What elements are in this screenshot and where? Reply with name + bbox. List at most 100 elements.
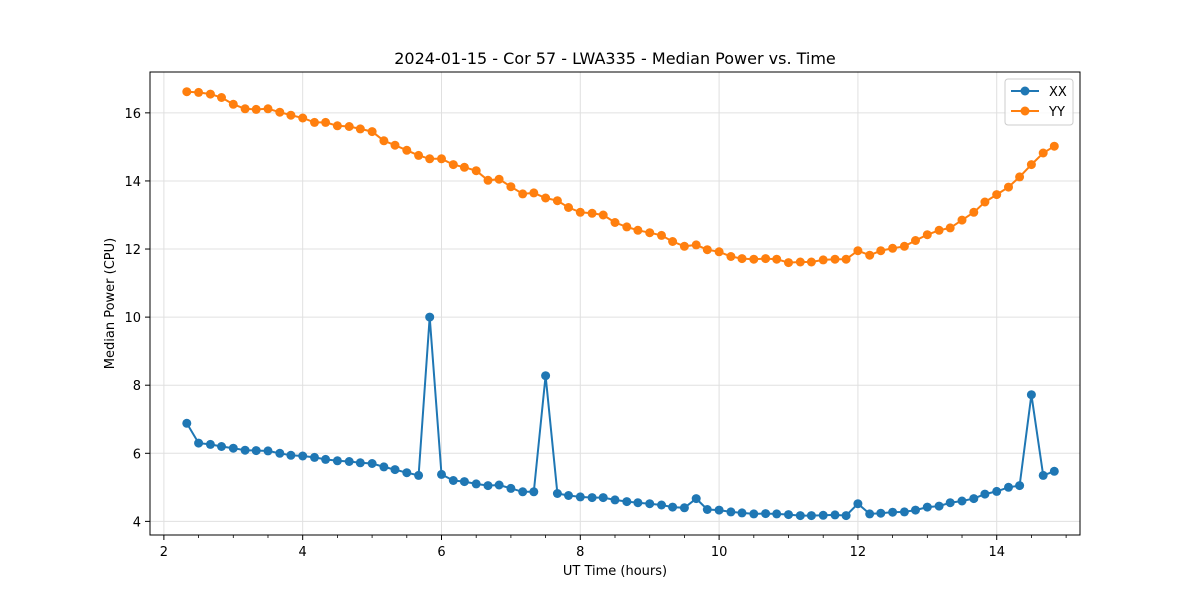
data-point-xx xyxy=(980,489,990,499)
data-point-yy xyxy=(841,254,851,264)
data-point-yy xyxy=(1049,141,1059,151)
data-point-xx xyxy=(714,505,724,515)
data-point-yy xyxy=(483,175,493,185)
data-point-yy xyxy=(494,174,504,184)
data-point-yy xyxy=(286,110,296,120)
data-point-yy xyxy=(899,241,909,251)
data-point-yy xyxy=(1004,182,1013,192)
legend: XX YY xyxy=(1004,78,1074,126)
data-point-yy xyxy=(1015,172,1025,182)
data-point-xx xyxy=(1049,466,1059,476)
data-point-yy xyxy=(633,225,643,235)
data-point-yy xyxy=(367,127,377,137)
data-point-yy xyxy=(263,104,273,114)
data-point-xx xyxy=(726,507,736,517)
y-tick-label: 16 xyxy=(124,107,141,122)
y-tick-label: 6 xyxy=(133,447,141,462)
data-point-xx xyxy=(286,450,296,460)
data-point-xx xyxy=(228,443,238,453)
data-point-xx xyxy=(379,462,389,472)
y-tick-label: 12 xyxy=(124,243,141,258)
data-point-xx xyxy=(679,503,689,513)
data-point-yy xyxy=(830,254,840,264)
data-point-xx xyxy=(1038,470,1048,480)
data-point-yy xyxy=(888,243,898,253)
data-point-xx xyxy=(217,442,226,451)
data-point-yy xyxy=(691,240,701,250)
data-point-yy xyxy=(761,254,771,264)
legend-label-yy: YY xyxy=(1048,105,1065,120)
data-point-xx xyxy=(564,491,573,500)
data-point-yy xyxy=(737,254,747,264)
data-point-yy xyxy=(772,254,782,264)
data-point-yy xyxy=(749,254,759,264)
data-point-xx xyxy=(945,498,955,508)
x-tick-label: 6 xyxy=(437,545,445,560)
data-point-xx xyxy=(1004,482,1013,492)
data-point-xx xyxy=(992,486,1002,496)
data-point-xx xyxy=(587,493,597,503)
data-point-xx xyxy=(437,469,446,479)
legend-marker-xx xyxy=(1020,86,1030,96)
series-yy xyxy=(182,87,1059,268)
data-point-yy xyxy=(575,207,585,217)
data-point-xx xyxy=(355,458,365,468)
data-point-yy xyxy=(437,154,446,164)
data-point-xx xyxy=(251,446,261,456)
data-point-xx xyxy=(448,476,458,485)
data-point-xx xyxy=(518,487,528,497)
data-point-xx xyxy=(702,505,712,514)
data-point-xx xyxy=(853,499,863,509)
data-point-xx xyxy=(598,493,608,503)
data-point-xx xyxy=(633,498,643,508)
data-point-yy xyxy=(622,222,632,232)
data-point-xx xyxy=(310,452,319,462)
data-point-yy xyxy=(240,104,250,114)
data-point-yy xyxy=(679,241,689,251)
data-point-yy xyxy=(414,150,424,160)
data-point-yy xyxy=(795,257,805,267)
data-point-yy xyxy=(506,182,516,192)
data-point-xx xyxy=(425,312,435,322)
data-point-yy xyxy=(564,203,573,212)
data-point-xx xyxy=(321,454,331,464)
x-tick-label: 10 xyxy=(711,545,728,560)
data-point-xx xyxy=(194,438,204,448)
data-point-xx xyxy=(610,495,620,505)
data-point-yy xyxy=(598,210,608,220)
data-point-xx xyxy=(691,494,701,504)
data-point-yy xyxy=(610,218,620,227)
data-point-yy xyxy=(957,215,967,225)
data-point-xx xyxy=(899,507,909,517)
y-tick-label: 10 xyxy=(124,311,141,326)
data-point-xx xyxy=(737,508,747,518)
data-point-yy xyxy=(1026,160,1036,170)
data-point-yy xyxy=(205,89,215,99)
data-point-yy xyxy=(459,162,469,172)
data-point-xx xyxy=(922,502,932,512)
data-point-yy xyxy=(379,136,389,146)
data-point-yy xyxy=(194,87,204,97)
data-point-xx xyxy=(332,456,342,466)
y-axis-label: Median Power (CPU) xyxy=(103,238,118,369)
data-point-yy xyxy=(911,236,920,245)
data-point-xx xyxy=(529,487,539,497)
data-point-yy xyxy=(934,225,944,235)
data-point-yy xyxy=(702,245,712,255)
data-point-yy xyxy=(217,93,226,102)
data-point-xx xyxy=(761,509,771,519)
y-tick-label: 8 xyxy=(133,379,141,394)
data-point-xx xyxy=(367,459,377,468)
data-point-yy xyxy=(390,140,400,150)
data-point-xx xyxy=(459,477,469,487)
data-point-xx xyxy=(969,494,979,504)
data-point-xx xyxy=(541,371,551,381)
data-point-xx xyxy=(784,510,793,520)
data-point-xx xyxy=(471,479,481,489)
data-point-yy xyxy=(922,230,932,240)
chart-title: 2024-01-15 - Cor 57 - LWA335 - Median Po… xyxy=(394,49,836,68)
data-point-xx xyxy=(1026,390,1036,400)
data-point-yy xyxy=(448,160,458,170)
